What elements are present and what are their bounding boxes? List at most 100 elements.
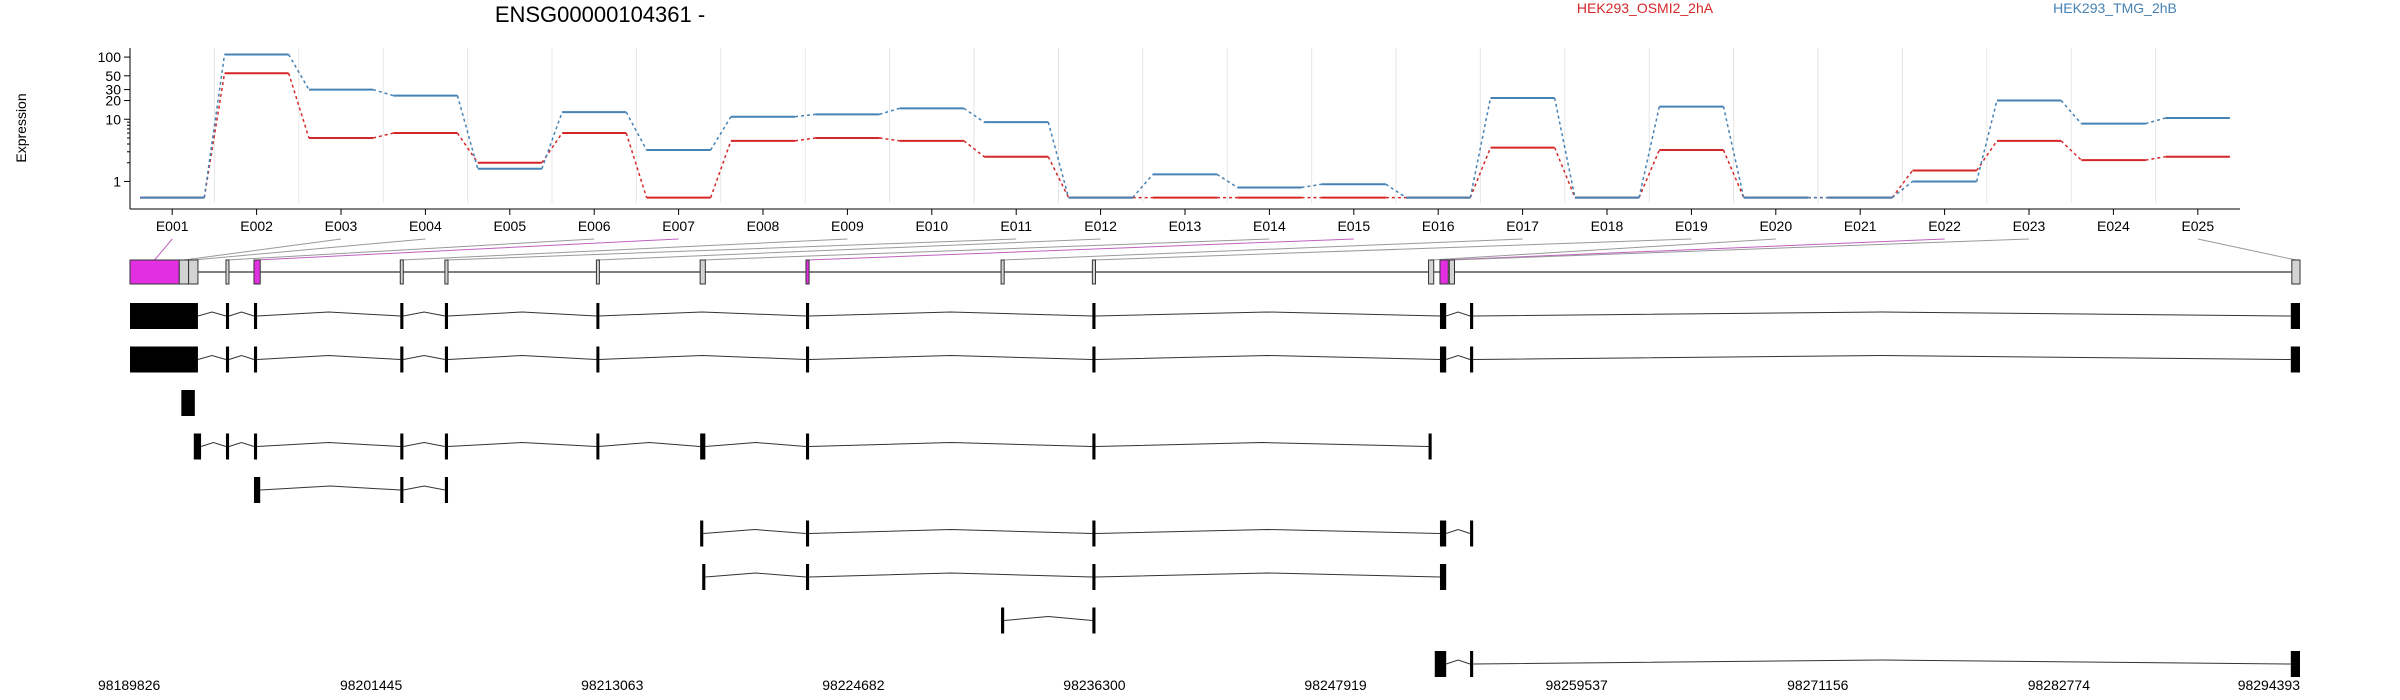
gene-model-exon [2291, 259, 2301, 285]
exon-link [963, 107, 985, 123]
exon-link [625, 111, 648, 151]
transcript-intron [705, 572, 807, 578]
transcript-exon [130, 303, 198, 329]
transcript-intron [1446, 528, 1471, 534]
genomic-coordinate-label: 98224682 [822, 677, 885, 693]
exon-connector [1002, 238, 1523, 261]
transcript-intron [403, 311, 445, 317]
genomic-coordinate-label: 98271156 [1787, 677, 1848, 693]
exon-link [963, 140, 985, 158]
exon-label: E024 [2097, 218, 2130, 234]
transcript-exon [805, 564, 810, 590]
genomic-coordinate-label: 98201445 [340, 677, 403, 693]
transcript-intron [257, 311, 401, 317]
exon-label: E008 [747, 218, 780, 234]
transcript-exon [253, 433, 258, 460]
exon-label: E004 [409, 218, 442, 234]
transcript-intron [403, 441, 445, 447]
gene-model-exon [188, 259, 199, 285]
legend-entry-tmg: HEK293_TMG_2hB [2053, 0, 2177, 16]
exon-link [1132, 173, 1154, 199]
transcript-intron [228, 354, 255, 360]
transcript-exon [225, 303, 230, 329]
transcript-exon [1092, 564, 1096, 590]
gene-model-exon [595, 259, 600, 285]
transcript-exon [1001, 607, 1005, 634]
exon-link [1047, 156, 1070, 198]
transcript-intron [1446, 659, 1471, 665]
gene-model-exon [1448, 259, 1455, 285]
exon-label: E013 [1169, 218, 1202, 234]
exon-label: E002 [240, 218, 273, 234]
transcript-exon [225, 433, 230, 460]
exon-connector [446, 238, 1017, 261]
exon-label: E014 [1253, 218, 1286, 234]
exon-link [1975, 100, 1998, 182]
exon-connectors [154, 238, 2297, 261]
y-axis-label: Expression [13, 93, 29, 162]
transcript-intron [257, 354, 401, 360]
exon-connector [1093, 238, 1692, 261]
transcript-exon [1439, 303, 1447, 329]
exon-link [287, 73, 310, 139]
transcript-intron [598, 311, 807, 317]
transcript-exon [193, 433, 202, 460]
genomic-coordinate-label: 98236300 [1063, 677, 1126, 693]
transcript-exon [1092, 433, 1096, 460]
exon-label: E003 [325, 218, 358, 234]
transcript-intron [1473, 659, 2291, 665]
exon-label: E020 [1759, 218, 1792, 234]
transcript-exon [805, 346, 810, 373]
exon-connector [1444, 238, 1945, 261]
genomic-coordinate-label: 98259537 [1546, 677, 1609, 693]
transcript-intron [1473, 311, 2291, 317]
transcript-intron [257, 441, 401, 447]
series-HEK293_OSMI2_2hA [140, 72, 2230, 199]
transcript-exon [596, 303, 600, 329]
transcript-intron [809, 311, 1093, 317]
y-tick-label: 50 [105, 68, 121, 84]
transcript-exon [2290, 346, 2300, 373]
transcript-exon [1470, 303, 1474, 329]
transcript-row [253, 477, 449, 503]
gene-model-exon [1439, 259, 1449, 285]
exon-link [1469, 97, 1492, 198]
transcript-exon [444, 433, 449, 460]
transcript-exon [2290, 303, 2300, 329]
exon-link [1385, 183, 1407, 199]
exon-connector [2197, 238, 2297, 261]
transcript-intron [1446, 311, 1471, 317]
exon-label: E010 [915, 218, 948, 234]
transcript-intron [1095, 354, 1440, 360]
transcript-exon [1092, 607, 1096, 634]
transcript-intron [1095, 572, 1440, 578]
gene-model-exon [699, 259, 706, 285]
transcript-exon [400, 433, 404, 460]
transcript-intron [200, 441, 227, 447]
transcript-row [700, 520, 1474, 547]
transcript-exon [805, 520, 810, 547]
transcript-exon [400, 346, 404, 373]
series-HEK293_TMG_2hB [140, 53, 2230, 199]
transcript-intron [703, 528, 807, 534]
transcript-intron [705, 441, 807, 447]
exon-connector [183, 238, 342, 261]
exon-link [1891, 180, 1913, 199]
transcript-intron [447, 311, 597, 317]
transcript-exon [444, 346, 449, 373]
transcript-intron [1004, 615, 1093, 621]
expression-series [140, 53, 2230, 199]
exon-label: E006 [578, 218, 611, 234]
transcript-intron [197, 354, 227, 360]
transcript-exon [181, 390, 195, 416]
exon-label: E018 [1591, 218, 1624, 234]
transcript-exon [700, 433, 706, 460]
exon-connector [597, 238, 1101, 261]
exon-label: E015 [1337, 218, 1370, 234]
gene-model [129, 259, 2301, 285]
gene-model-exon [444, 259, 449, 285]
exon-link [541, 111, 563, 169]
transcript-intron [228, 441, 255, 447]
transcript-exon [702, 564, 706, 590]
y-tick-label: 30 [105, 82, 121, 98]
